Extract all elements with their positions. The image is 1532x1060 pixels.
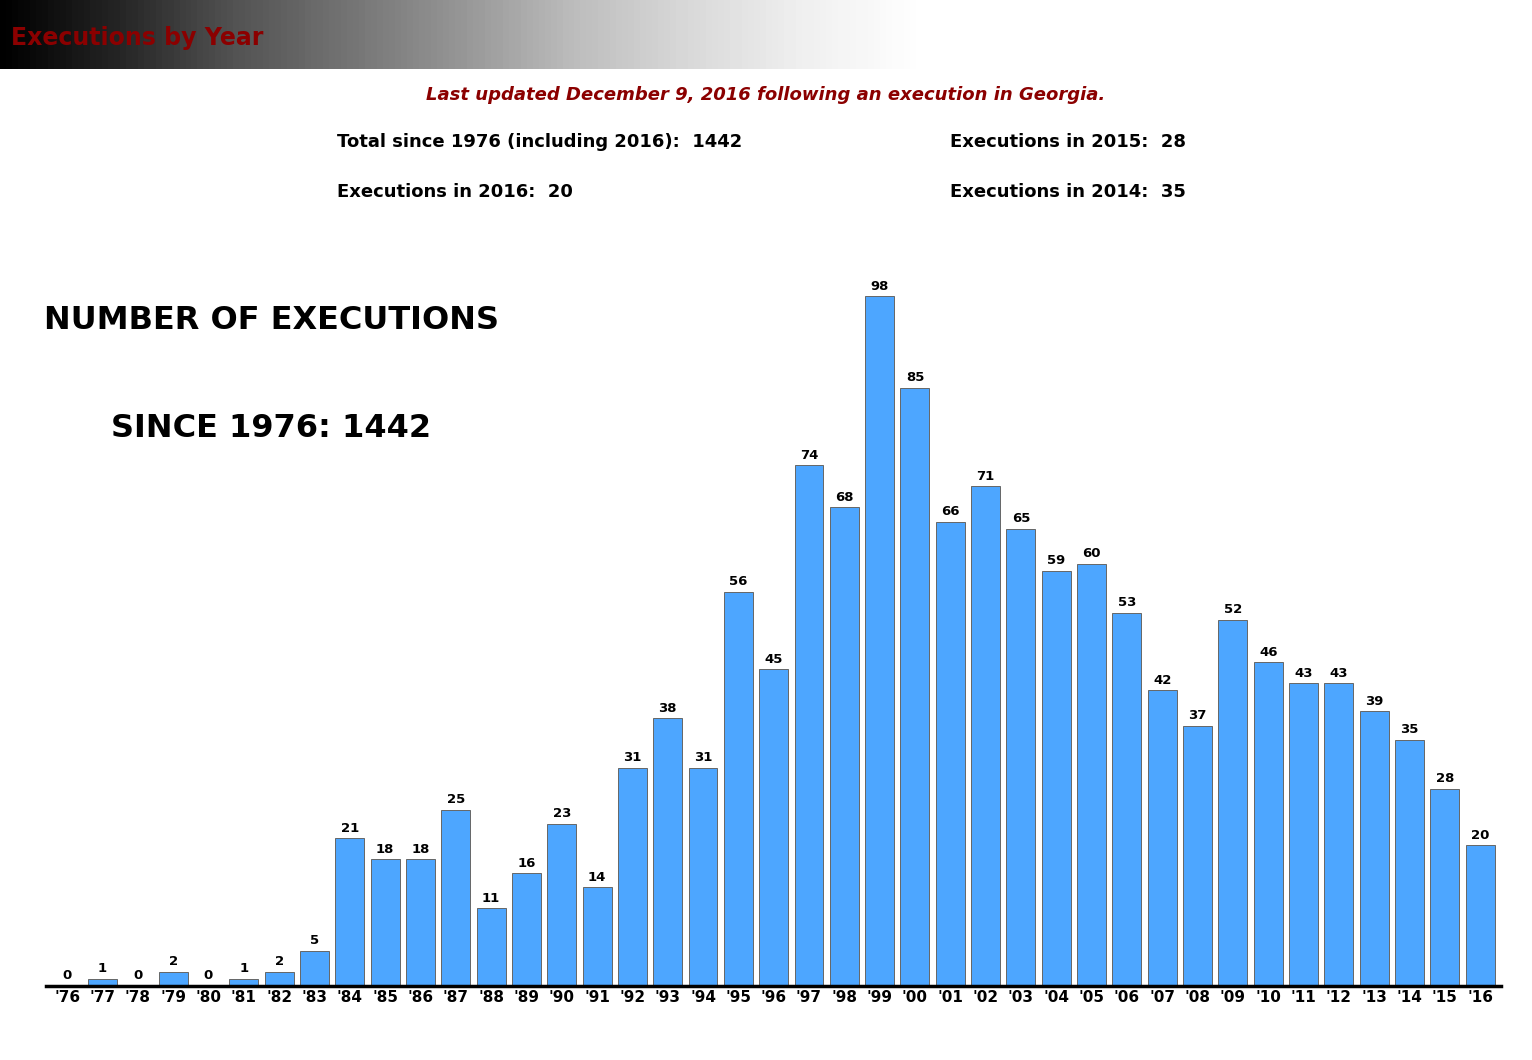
Bar <box>1042 570 1071 986</box>
Bar <box>87 978 116 986</box>
Bar <box>1431 789 1460 986</box>
Bar <box>1253 662 1282 986</box>
Bar <box>866 297 895 986</box>
Text: 43: 43 <box>1330 667 1348 679</box>
Bar <box>653 719 682 986</box>
Text: 52: 52 <box>1224 603 1242 617</box>
Text: 37: 37 <box>1189 709 1207 722</box>
Bar <box>688 767 717 986</box>
Bar <box>300 951 329 986</box>
Bar <box>547 824 576 986</box>
Text: 71: 71 <box>976 470 994 483</box>
Text: 65: 65 <box>1011 512 1030 525</box>
Bar <box>406 860 435 986</box>
Text: 59: 59 <box>1048 554 1065 567</box>
Bar <box>582 887 611 986</box>
Bar <box>760 669 787 986</box>
Text: 53: 53 <box>1118 597 1137 610</box>
Text: 2: 2 <box>274 955 283 968</box>
Bar <box>476 908 506 986</box>
Text: 0: 0 <box>204 969 213 983</box>
Text: 68: 68 <box>835 491 853 504</box>
Text: 31: 31 <box>694 752 712 764</box>
Text: 1: 1 <box>98 962 107 975</box>
Text: 11: 11 <box>483 891 499 905</box>
Text: Total since 1976 (including 2016):  1442: Total since 1976 (including 2016): 1442 <box>337 134 743 152</box>
Text: Executions in 2014:  35: Executions in 2014: 35 <box>950 183 1186 201</box>
Text: Executions in 2016:  20: Executions in 2016: 20 <box>337 183 573 201</box>
Text: 66: 66 <box>941 505 959 518</box>
Text: Executions by Year: Executions by Year <box>11 25 264 50</box>
Text: 21: 21 <box>340 822 358 834</box>
Bar <box>371 860 400 986</box>
Bar <box>1288 684 1318 986</box>
Text: 18: 18 <box>375 843 394 855</box>
Bar <box>336 838 365 986</box>
Text: 35: 35 <box>1400 723 1419 736</box>
Text: Executions in 2015:  28: Executions in 2015: 28 <box>950 134 1186 152</box>
Text: 85: 85 <box>905 371 924 385</box>
Text: 5: 5 <box>309 934 319 948</box>
Bar <box>1360 711 1388 986</box>
Text: 31: 31 <box>624 752 642 764</box>
Bar <box>159 972 187 986</box>
Bar <box>830 508 859 986</box>
Text: 0: 0 <box>63 969 72 983</box>
Text: 60: 60 <box>1082 547 1102 560</box>
Text: 45: 45 <box>764 653 783 666</box>
Text: 56: 56 <box>729 576 748 588</box>
Bar <box>1466 845 1495 986</box>
Text: 20: 20 <box>1471 829 1489 842</box>
Text: 28: 28 <box>1435 773 1454 785</box>
Text: 14: 14 <box>588 871 607 884</box>
Bar <box>230 978 259 986</box>
Bar <box>1007 529 1036 986</box>
Text: 39: 39 <box>1365 695 1383 708</box>
Bar <box>441 810 470 986</box>
Text: 98: 98 <box>870 280 889 293</box>
Text: NUMBER OF EXECUTIONS: NUMBER OF EXECUTIONS <box>44 305 499 336</box>
Bar <box>723 591 752 986</box>
Text: 0: 0 <box>133 969 142 983</box>
Bar <box>617 767 647 986</box>
Text: SINCE 1976: 1442: SINCE 1976: 1442 <box>112 413 432 444</box>
Bar <box>1324 684 1353 986</box>
Bar <box>901 388 930 986</box>
Bar <box>936 522 965 986</box>
Bar <box>1218 620 1247 986</box>
Text: 42: 42 <box>1154 674 1172 687</box>
Text: 46: 46 <box>1259 646 1278 658</box>
Text: 2: 2 <box>169 955 178 968</box>
Text: 38: 38 <box>659 702 677 716</box>
Bar <box>1147 690 1177 986</box>
Text: 74: 74 <box>800 448 818 462</box>
Bar <box>1077 564 1106 986</box>
Bar <box>1183 725 1212 986</box>
Bar <box>795 465 824 986</box>
Text: 25: 25 <box>447 794 464 807</box>
Text: 23: 23 <box>553 808 571 820</box>
Bar <box>1396 740 1425 986</box>
Text: 1: 1 <box>239 962 248 975</box>
Text: 43: 43 <box>1295 667 1313 679</box>
Bar <box>265 972 294 986</box>
Text: 18: 18 <box>411 843 429 855</box>
Bar <box>1112 613 1141 986</box>
Bar <box>971 487 1000 986</box>
Text: 16: 16 <box>518 856 536 869</box>
Bar <box>512 873 541 986</box>
Text: Last updated December 9, 2016 following an execution in Georgia.: Last updated December 9, 2016 following … <box>426 86 1106 104</box>
